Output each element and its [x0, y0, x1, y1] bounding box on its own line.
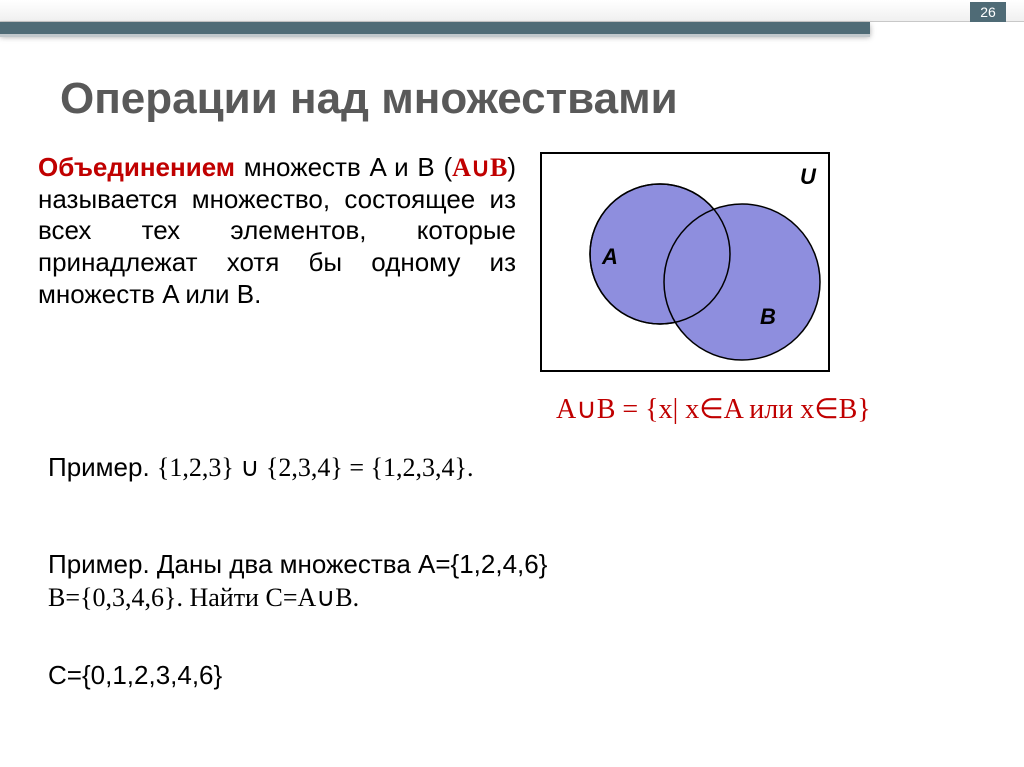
example-2: Пример. Даны два множества A={1,2,4,6} B…	[48, 548, 547, 614]
venn-label-u: U	[800, 164, 817, 189]
definition-mid: множеств A и B (	[235, 152, 452, 182]
definition-lead: Объединением	[38, 152, 235, 182]
example-2-label: Пример.	[48, 549, 157, 579]
venn-label-b: B	[760, 304, 776, 329]
slide-title: Операции над множествами	[60, 74, 678, 124]
venn-diagram: A B U	[540, 152, 830, 372]
example-3-answer: C={0,1,2,3,4,6}	[48, 660, 222, 691]
example-2-line1: Даны два множества A={1,2,4,6}	[157, 549, 547, 579]
definition-text: Объединением множеств A и B (A∪B) называ…	[38, 152, 516, 311]
example-2-line2: B={0,3,4,6}. Найти C=A∪B.	[48, 583, 359, 612]
union-formula: A∪B = {x| x∈A или x∈B}	[556, 392, 871, 426]
venn-label-a: A	[601, 244, 618, 269]
example-1: Пример. {1,2,3} ∪ {2,3,4} = {1,2,3,4}.	[48, 452, 474, 483]
example-1-body: {1,2,3} ∪ {2,3,4} = {1,2,3,4}.	[157, 453, 474, 482]
example-1-label: Пример.	[48, 452, 157, 482]
accent-bar	[0, 22, 870, 34]
venn-circle-b	[664, 204, 820, 360]
definition-notation: A∪B	[452, 153, 507, 182]
top-bar	[0, 0, 1024, 22]
page-number: 26	[970, 2, 1006, 22]
accent-bar-thin	[0, 34, 870, 37]
